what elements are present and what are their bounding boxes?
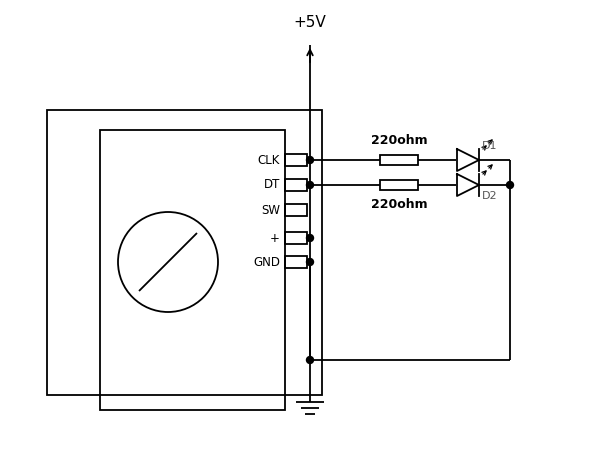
Circle shape <box>306 258 313 266</box>
Text: SW: SW <box>261 203 280 216</box>
Circle shape <box>506 181 513 189</box>
Text: DT: DT <box>264 179 280 192</box>
Bar <box>285 154 307 166</box>
Text: +5V: +5V <box>294 15 327 30</box>
Text: CLK: CLK <box>258 153 280 166</box>
Bar <box>47 110 322 395</box>
Bar <box>380 180 418 190</box>
Bar <box>285 204 307 216</box>
Text: +: + <box>270 231 280 244</box>
Circle shape <box>306 181 313 189</box>
Bar <box>380 155 418 165</box>
Text: GND: GND <box>253 256 280 268</box>
Circle shape <box>306 356 313 364</box>
Text: 220ohm: 220ohm <box>371 198 427 211</box>
Bar <box>285 232 307 244</box>
Text: D2: D2 <box>482 191 498 201</box>
Text: D1: D1 <box>482 141 497 151</box>
Bar <box>285 256 307 268</box>
Circle shape <box>306 156 313 164</box>
Circle shape <box>306 235 313 241</box>
Text: 220ohm: 220ohm <box>371 134 427 147</box>
Bar <box>285 179 307 191</box>
Bar <box>100 130 285 410</box>
